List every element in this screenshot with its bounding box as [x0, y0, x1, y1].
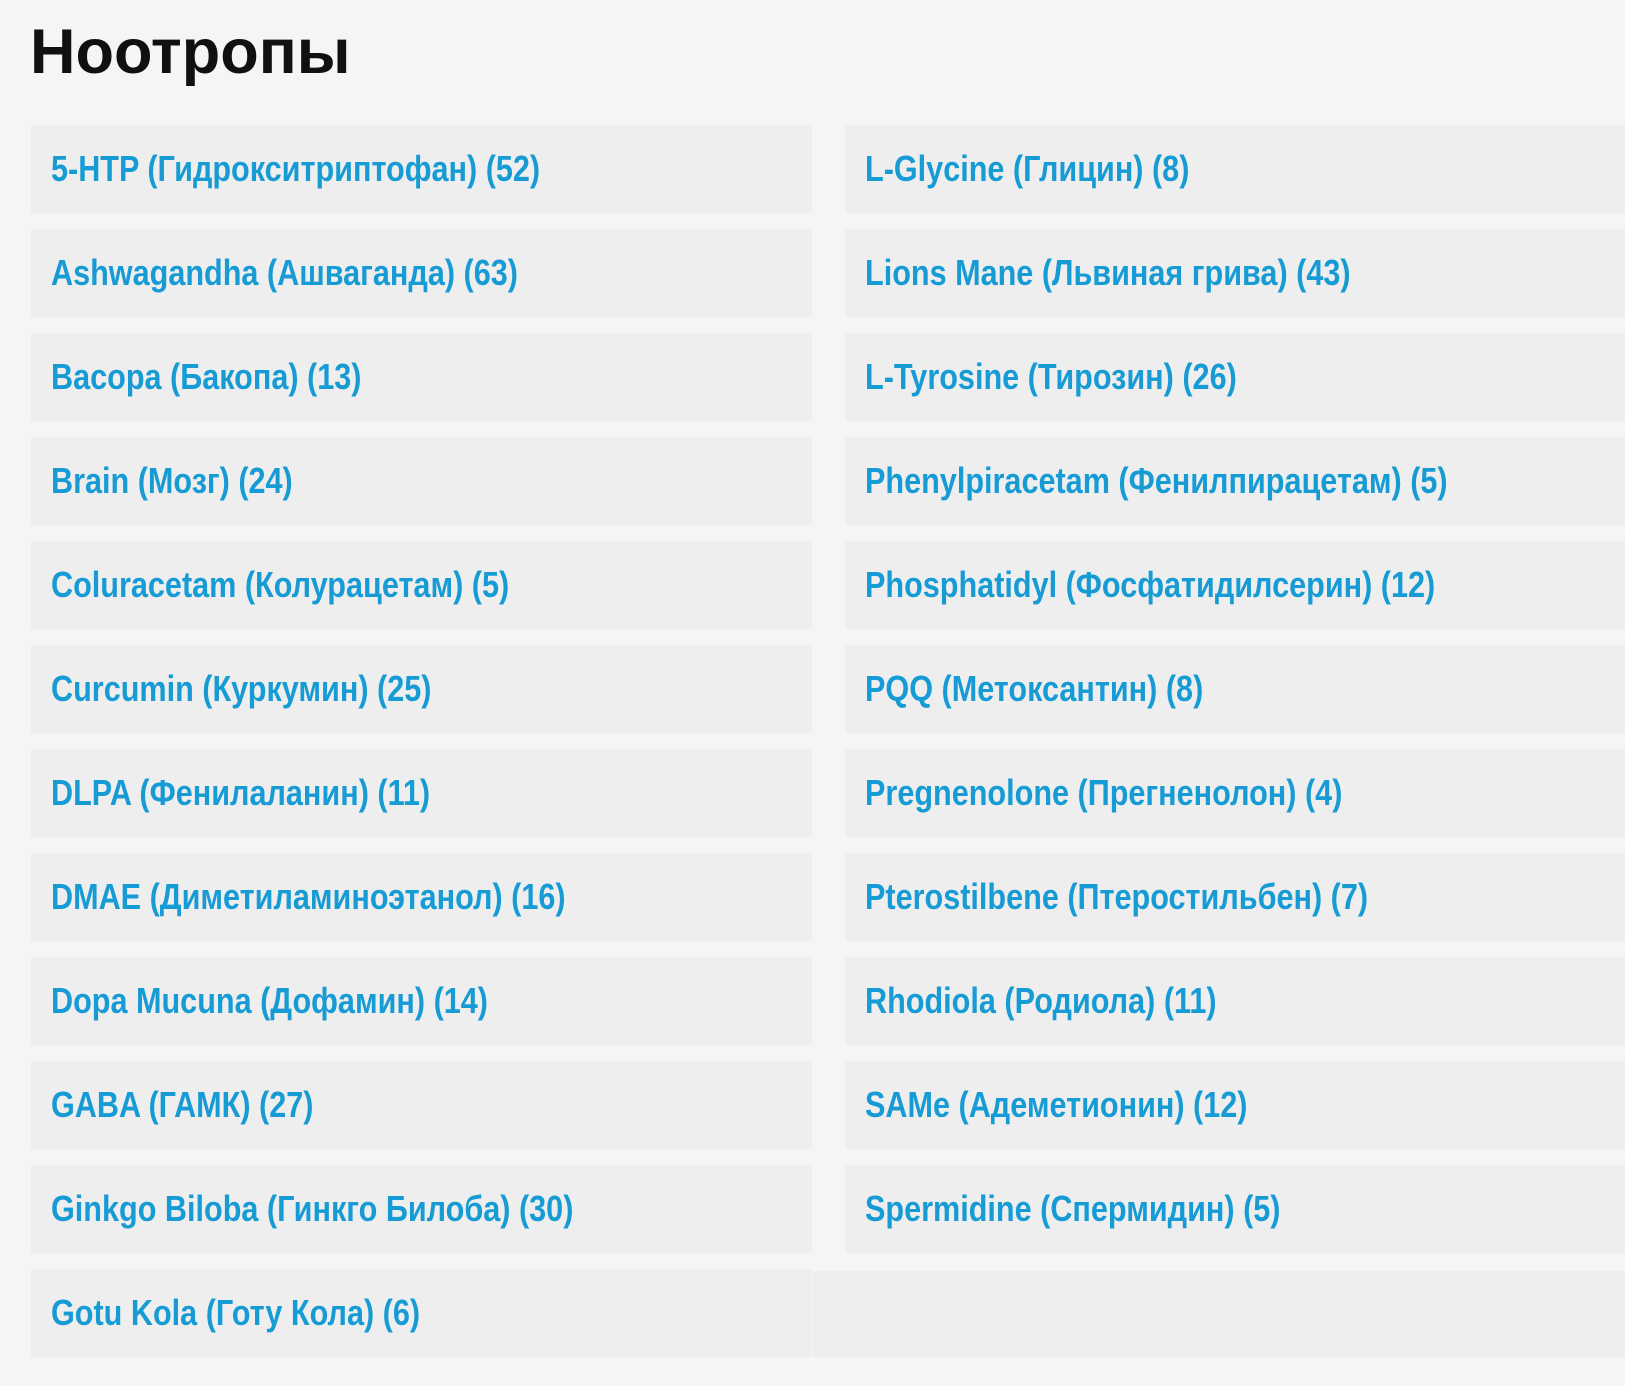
category-link[interactable]: Bacopa (Бакопа) (13) — [51, 356, 362, 398]
category-item: DMAE (Диметиламиноэтанол) (16) — [31, 853, 812, 942]
category-item: DLPA (Фенилаланин) (11) — [31, 749, 812, 838]
category-link[interactable]: GABA (ГАМК) (27) — [51, 1084, 314, 1126]
category-item: Pterostilbene (Птеростильбен) (7) — [845, 853, 1625, 942]
category-item: PQQ (Метоксантин) (8) — [845, 645, 1625, 734]
category-item: Phosphatidyl (Фосфатидилсерин) (12) — [845, 541, 1625, 630]
category-link[interactable]: Brain (Мозг) (24) — [51, 460, 293, 502]
empty-category-cell — [813, 1271, 1625, 1358]
category-link[interactable]: Phosphatidyl (Фосфатидилсерин) (12) — [865, 564, 1436, 606]
category-link[interactable]: Spermidine (Спермидин) (5) — [865, 1188, 1281, 1230]
category-link[interactable]: Pregnenolone (Прегненолон) (4) — [865, 772, 1343, 814]
category-item: L-Tyrosine (Тирозин) (26) — [845, 333, 1625, 422]
category-link[interactable]: Gotu Kola (Готу Кола) (6) — [51, 1292, 421, 1334]
category-item: Rhodiola (Родиола) (11) — [845, 957, 1625, 1046]
page-title: Ноотропы — [30, 17, 351, 87]
category-item: Dopa Mucuna (Дофамин) (14) — [31, 957, 812, 1046]
category-item: Phenylpiracetam (Фенилпирацетам) (5) — [845, 437, 1625, 526]
category-item: SAMe (Адеметионин) (12) — [845, 1061, 1625, 1150]
category-link[interactable]: Curcumin (Куркумин) (25) — [51, 668, 432, 710]
category-item: Ginkgo Biloba (Гинкго Билоба) (30) — [31, 1165, 812, 1254]
category-item: Pregnenolone (Прегненолон) (4) — [845, 749, 1625, 838]
category-link[interactable]: PQQ (Метоксантин) (8) — [865, 668, 1204, 710]
category-link[interactable]: DLPA (Фенилаланин) (11) — [51, 772, 431, 814]
category-link[interactable]: 5-HTP (Гидрокситриптофан) (52) — [51, 148, 541, 190]
category-link[interactable]: L-Glycine (Глицин) (8) — [865, 148, 1190, 190]
category-link[interactable]: Coluracetam (Колурацетам) (5) — [51, 564, 510, 606]
category-link[interactable]: Ginkgo Biloba (Гинкго Билоба) (30) — [51, 1188, 574, 1230]
category-link[interactable]: Pterostilbene (Птеростильбен) (7) — [865, 876, 1369, 918]
category-link[interactable]: DMAE (Диметиламиноэтанол) (16) — [51, 876, 566, 918]
category-item: GABA (ГАМК) (27) — [31, 1061, 812, 1150]
category-link[interactable]: Rhodiola (Родиола) (11) — [865, 980, 1217, 1022]
category-item: L-Glycine (Глицин) (8) — [845, 125, 1625, 214]
category-link[interactable]: Ashwagandha (Ашваганда) (63) — [51, 252, 518, 294]
category-link[interactable]: Dopa Mucuna (Дофамин) (14) — [51, 980, 488, 1022]
category-link[interactable]: SAMe (Адеметионин) (12) — [865, 1084, 1248, 1126]
category-column-right: L-Glycine (Глицин) (8) Lions Mane (Львин… — [813, 125, 1625, 1373]
category-item: Ashwagandha (Ашваганда) (63) — [31, 229, 812, 318]
category-item: 5-HTP (Гидрокситриптофан) (52) — [31, 125, 812, 214]
category-item: Bacopa (Бакопа) (13) — [31, 333, 812, 422]
category-link[interactable]: Lions Mane (Львиная грива) (43) — [865, 252, 1351, 294]
category-item: Lions Mane (Львиная грива) (43) — [845, 229, 1625, 318]
category-item: Gotu Kola (Готу Кола) (6) — [31, 1269, 812, 1358]
category-item: Curcumin (Куркумин) (25) — [31, 645, 812, 734]
category-grid: 5-HTP (Гидрокситриптофан) (52) Ashwagand… — [31, 125, 1625, 1373]
category-item: Brain (Мозг) (24) — [31, 437, 812, 526]
category-link[interactable]: Phenylpiracetam (Фенилпирацетам) (5) — [865, 460, 1448, 502]
category-link[interactable]: L-Tyrosine (Тирозин) (26) — [865, 356, 1237, 398]
category-column-left: 5-HTP (Гидрокситриптофан) (52) Ashwagand… — [31, 125, 812, 1373]
category-item: Coluracetam (Колурацетам) (5) — [31, 541, 812, 630]
category-item: Spermidine (Спермидин) (5) — [845, 1165, 1625, 1254]
